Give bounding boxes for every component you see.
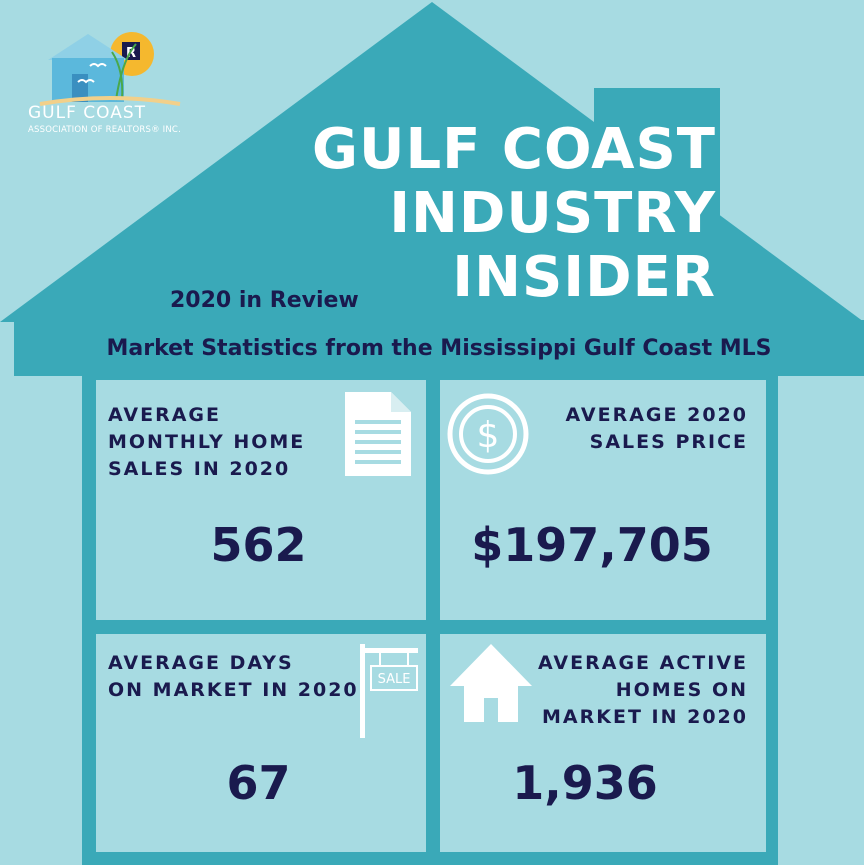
stat-card-monthly-sales: AVERAGE MONTHLY HOME SALES IN 2020 562 (96, 380, 426, 620)
stat-label: AVERAGE MONTHLY HOME SALES IN 2020 (108, 404, 306, 480)
house-icon (450, 644, 532, 722)
logo-mark: R (39, 32, 181, 106)
stat-card-active-homes: AVERAGE ACTIVE HOMES ON MARKET IN 2020 1… (440, 634, 766, 852)
stat-value: 1,936 (512, 756, 658, 810)
stat-value: 562 (210, 518, 307, 572)
document-icon (345, 392, 411, 476)
review-label: 2020 in Review (170, 288, 359, 313)
chimney (594, 88, 720, 268)
stat-value: 67 (226, 756, 291, 810)
title-line-1: GULF COAST (312, 117, 716, 182)
title-line-3: INSIDER (452, 245, 716, 310)
dollar-icon: $ (447, 393, 529, 475)
title-line-2: INDUSTRY (389, 181, 716, 246)
logo-name: GULF COAST (28, 103, 147, 123)
logo-badge: R (126, 46, 136, 61)
sale-sign-icon: SALE (360, 644, 418, 738)
stat-card-days-on-market: AVERAGE DAYS ON MARKET IN 2020 SALE 67 (96, 634, 426, 852)
svg-text:$: $ (477, 415, 500, 456)
stat-label: AVERAGE 2020 SALES PRICE (565, 404, 748, 453)
stat-card-sales-price: $ AVERAGE 2020 SALES PRICE $197,705 (440, 380, 766, 620)
logo-subtitle: ASSOCIATION OF REALTORS® INC. (28, 125, 181, 135)
stat-label: AVERAGE ACTIVE HOMES ON MARKET IN 2020 (538, 652, 748, 728)
band-heading: Market Statistics from the Mississippi G… (106, 335, 772, 361)
stat-label: AVERAGE DAYS ON MARKET IN 2020 (108, 652, 359, 701)
stat-value: $197,705 (471, 518, 713, 572)
stats-band (14, 320, 864, 376)
logo: R GULF COAST ASSOCIATION OF REALTORS® IN… (28, 30, 188, 145)
sale-sign-text: SALE (378, 672, 411, 687)
page-title: GULF COAST INDUSTRY INSIDER (312, 118, 716, 310)
